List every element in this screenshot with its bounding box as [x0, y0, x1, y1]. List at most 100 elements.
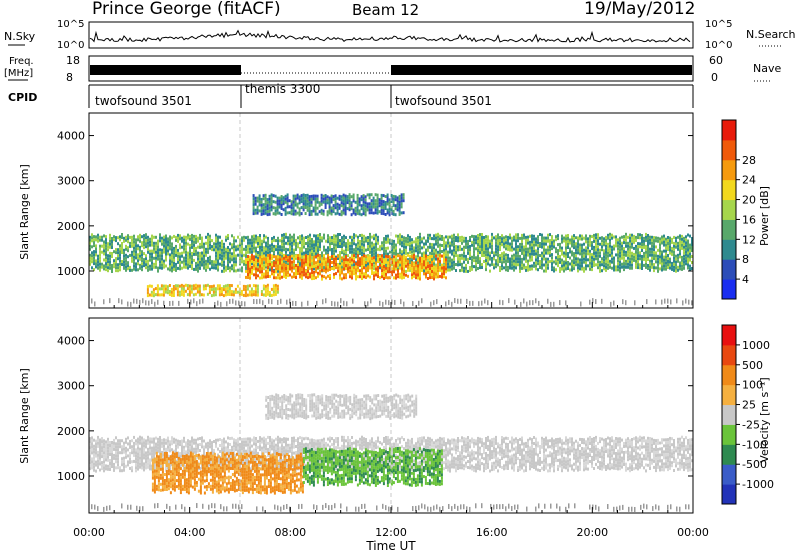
- echo-cell: [529, 264, 531, 268]
- echo-cell: [613, 244, 615, 248]
- echo-cell: [505, 253, 507, 257]
- echo-cell: [571, 238, 573, 242]
- echo-cell: [525, 235, 527, 239]
- echo-cell: [573, 243, 575, 247]
- echo-cell: [95, 265, 97, 269]
- echo-cell: [262, 293, 265, 297]
- echo-cell: [97, 233, 99, 237]
- echo-cell: [93, 256, 95, 260]
- echo-cell: [345, 273, 347, 277]
- echo-cell: [279, 270, 281, 274]
- echo-cell: [299, 272, 301, 276]
- echo-cell: [249, 250, 251, 254]
- echo-cell: [623, 241, 625, 245]
- echo-cell: [123, 251, 125, 255]
- echo-cell: [437, 263, 439, 267]
- echo-cell: [341, 260, 343, 264]
- echo-cell: [407, 234, 409, 238]
- echo-cell: [253, 258, 255, 262]
- echo-cell: [396, 199, 399, 203]
- echo-cell: [501, 243, 503, 247]
- echo-cell: [187, 233, 189, 237]
- echo-cell: [201, 236, 203, 240]
- echo-cell: [311, 238, 313, 241]
- echo-cell: [581, 267, 583, 271]
- echo-cell: [161, 239, 163, 243]
- echo-cell: [185, 256, 187, 260]
- echo-cell: [387, 261, 389, 265]
- echo-cell: [229, 248, 231, 252]
- echo-cell: [305, 242, 307, 245]
- echo-cell: [343, 249, 345, 253]
- echo-cell: [252, 284, 255, 288]
- echo-cell: [645, 256, 647, 260]
- echo-cell: [679, 243, 681, 247]
- echo-cell: [669, 239, 671, 243]
- echo-cell: [191, 436, 193, 440]
- echo-cell: [689, 267, 691, 271]
- echo-cell: [537, 241, 539, 245]
- echo-cell: [521, 239, 523, 243]
- echo-cell: [567, 261, 569, 264]
- echo-cell: [485, 262, 487, 266]
- echo-cell: [621, 262, 623, 266]
- echo-cell: [91, 460, 93, 464]
- echo-cell: [105, 464, 107, 468]
- echo-cell: [461, 262, 463, 266]
- clutter-cell: [580, 301, 582, 307]
- echo-cell: [343, 267, 345, 271]
- echo-cell: [161, 263, 163, 267]
- echo-cell: [363, 254, 365, 258]
- echo-cell: [665, 240, 667, 244]
- echo-cell: [579, 249, 581, 253]
- echo-cell: [371, 250, 373, 254]
- echo-cell: [211, 260, 213, 264]
- echo-cell: [421, 263, 423, 266]
- echo-cell: [169, 265, 171, 269]
- echo-cell: [141, 436, 143, 440]
- echo-cell: [437, 275, 439, 279]
- echo-cell: [402, 196, 405, 200]
- echo-cell: [185, 265, 187, 269]
- echo-cell: [217, 265, 219, 269]
- echo-cell: [324, 200, 327, 203]
- echo-cell: [305, 254, 307, 258]
- echo-cell: [437, 272, 439, 276]
- echo-cell: [352, 199, 355, 203]
- echo-cell: [376, 205, 379, 209]
- colorbar-swatch: [722, 199, 736, 220]
- echo-cell: [119, 466, 121, 470]
- echo-cell: [209, 237, 211, 241]
- echo-cell: [631, 266, 633, 270]
- echo-cell: [379, 266, 381, 270]
- echo-cell: [595, 257, 597, 261]
- echo-cell: [387, 276, 389, 280]
- echo-cell: [321, 239, 323, 243]
- echo-cell: [266, 207, 269, 211]
- echo-cell: [445, 261, 447, 265]
- echo-cell: [266, 198, 269, 202]
- echo-cell: [320, 208, 323, 212]
- echo-cell: [282, 202, 285, 206]
- echo-cell: [519, 245, 521, 249]
- echo-cell: [393, 258, 395, 262]
- echo-cell: [649, 253, 651, 257]
- echo-cell: [304, 206, 307, 209]
- echo-cell: [199, 245, 201, 249]
- echo-cell: [507, 256, 509, 260]
- echo-cell: [445, 253, 447, 257]
- echo-cell: [210, 288, 213, 292]
- echo-cell: [328, 199, 331, 203]
- echo-cell: [258, 194, 261, 198]
- echo-cell: [355, 243, 357, 247]
- echo-cell: [353, 266, 355, 270]
- echo-cell: [229, 269, 231, 273]
- echo-cell: [366, 193, 369, 197]
- echo-cell: [147, 268, 149, 272]
- echo-cell: [295, 267, 297, 270]
- echo-cell: [583, 248, 585, 252]
- near-range-clutter: [91, 298, 693, 307]
- echo-cell: [277, 269, 279, 273]
- echo-cell: [157, 449, 159, 453]
- echo-cell: [97, 444, 99, 448]
